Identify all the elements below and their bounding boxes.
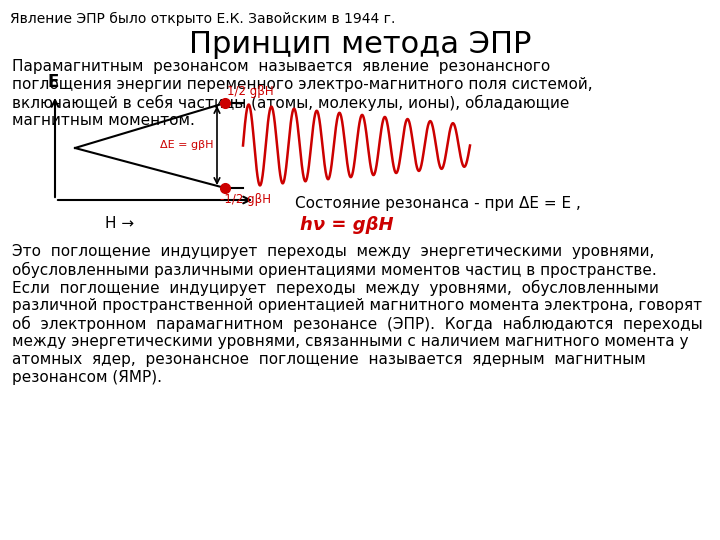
Text: Парамагнитным  резонансом  называется  явление  резонансного: Парамагнитным резонансом называется явле… [12,59,550,74]
Text: обусловленными различными ориентациями моментов частиц в пространстве.: обусловленными различными ориентациями м… [12,262,657,278]
Text: магнитным моментом.: магнитным моментом. [12,113,195,128]
Text: Это  поглощение  индуцирует  переходы  между  энергетическими  уровнями,: Это поглощение индуцирует переходы между… [12,244,654,259]
Text: E: E [48,73,59,91]
Text: -1/2 gβH: -1/2 gβH [220,193,271,206]
Text: 1/2 gβH: 1/2 gβH [227,85,274,98]
Text: между энергетическими уровнями, связанными с наличием магнитного момента у: между энергетическими уровнями, связанны… [12,334,688,349]
Text: Состояние резонанса - при ΔE = E ,: Состояние резонанса - при ΔE = E , [295,196,581,211]
Text: H →: H → [105,216,134,231]
Text: hν = gβH: hν = gβH [300,216,394,234]
Text: Явление ЭПР было открыто Е.К. Завойским в 1944 г.: Явление ЭПР было открыто Е.К. Завойским … [10,12,395,26]
Text: поглощения энергии переменного электро-магнитного поля системой,: поглощения энергии переменного электро-м… [12,77,593,92]
Text: Если  поглощение  индуцирует  переходы  между  уровнями,  обусловленными: Если поглощение индуцирует переходы межд… [12,280,659,296]
Text: ΔE = gβH: ΔE = gβH [161,140,214,151]
Text: резонансом (ЯМР).: резонансом (ЯМР). [12,370,162,385]
Text: атомных  ядер,  резонансное  поглощение  называется  ядерным  магнитным: атомных ядер, резонансное поглощение наз… [12,352,646,367]
Text: включающей в себя частицы (атомы, молекулы, ионы), обладающие: включающей в себя частицы (атомы, молеку… [12,95,570,111]
Text: об  электронном  парамагнитном  резонансе  (ЭПР).  Когда  наблюдаются  переходы: об электронном парамагнитном резонансе (… [12,316,703,332]
Text: различной пространственной ориентацией магнитного момента электрона, говорят: различной пространственной ориентацией м… [12,298,702,313]
Text: Принцип метода ЭПР: Принцип метода ЭПР [189,30,531,59]
